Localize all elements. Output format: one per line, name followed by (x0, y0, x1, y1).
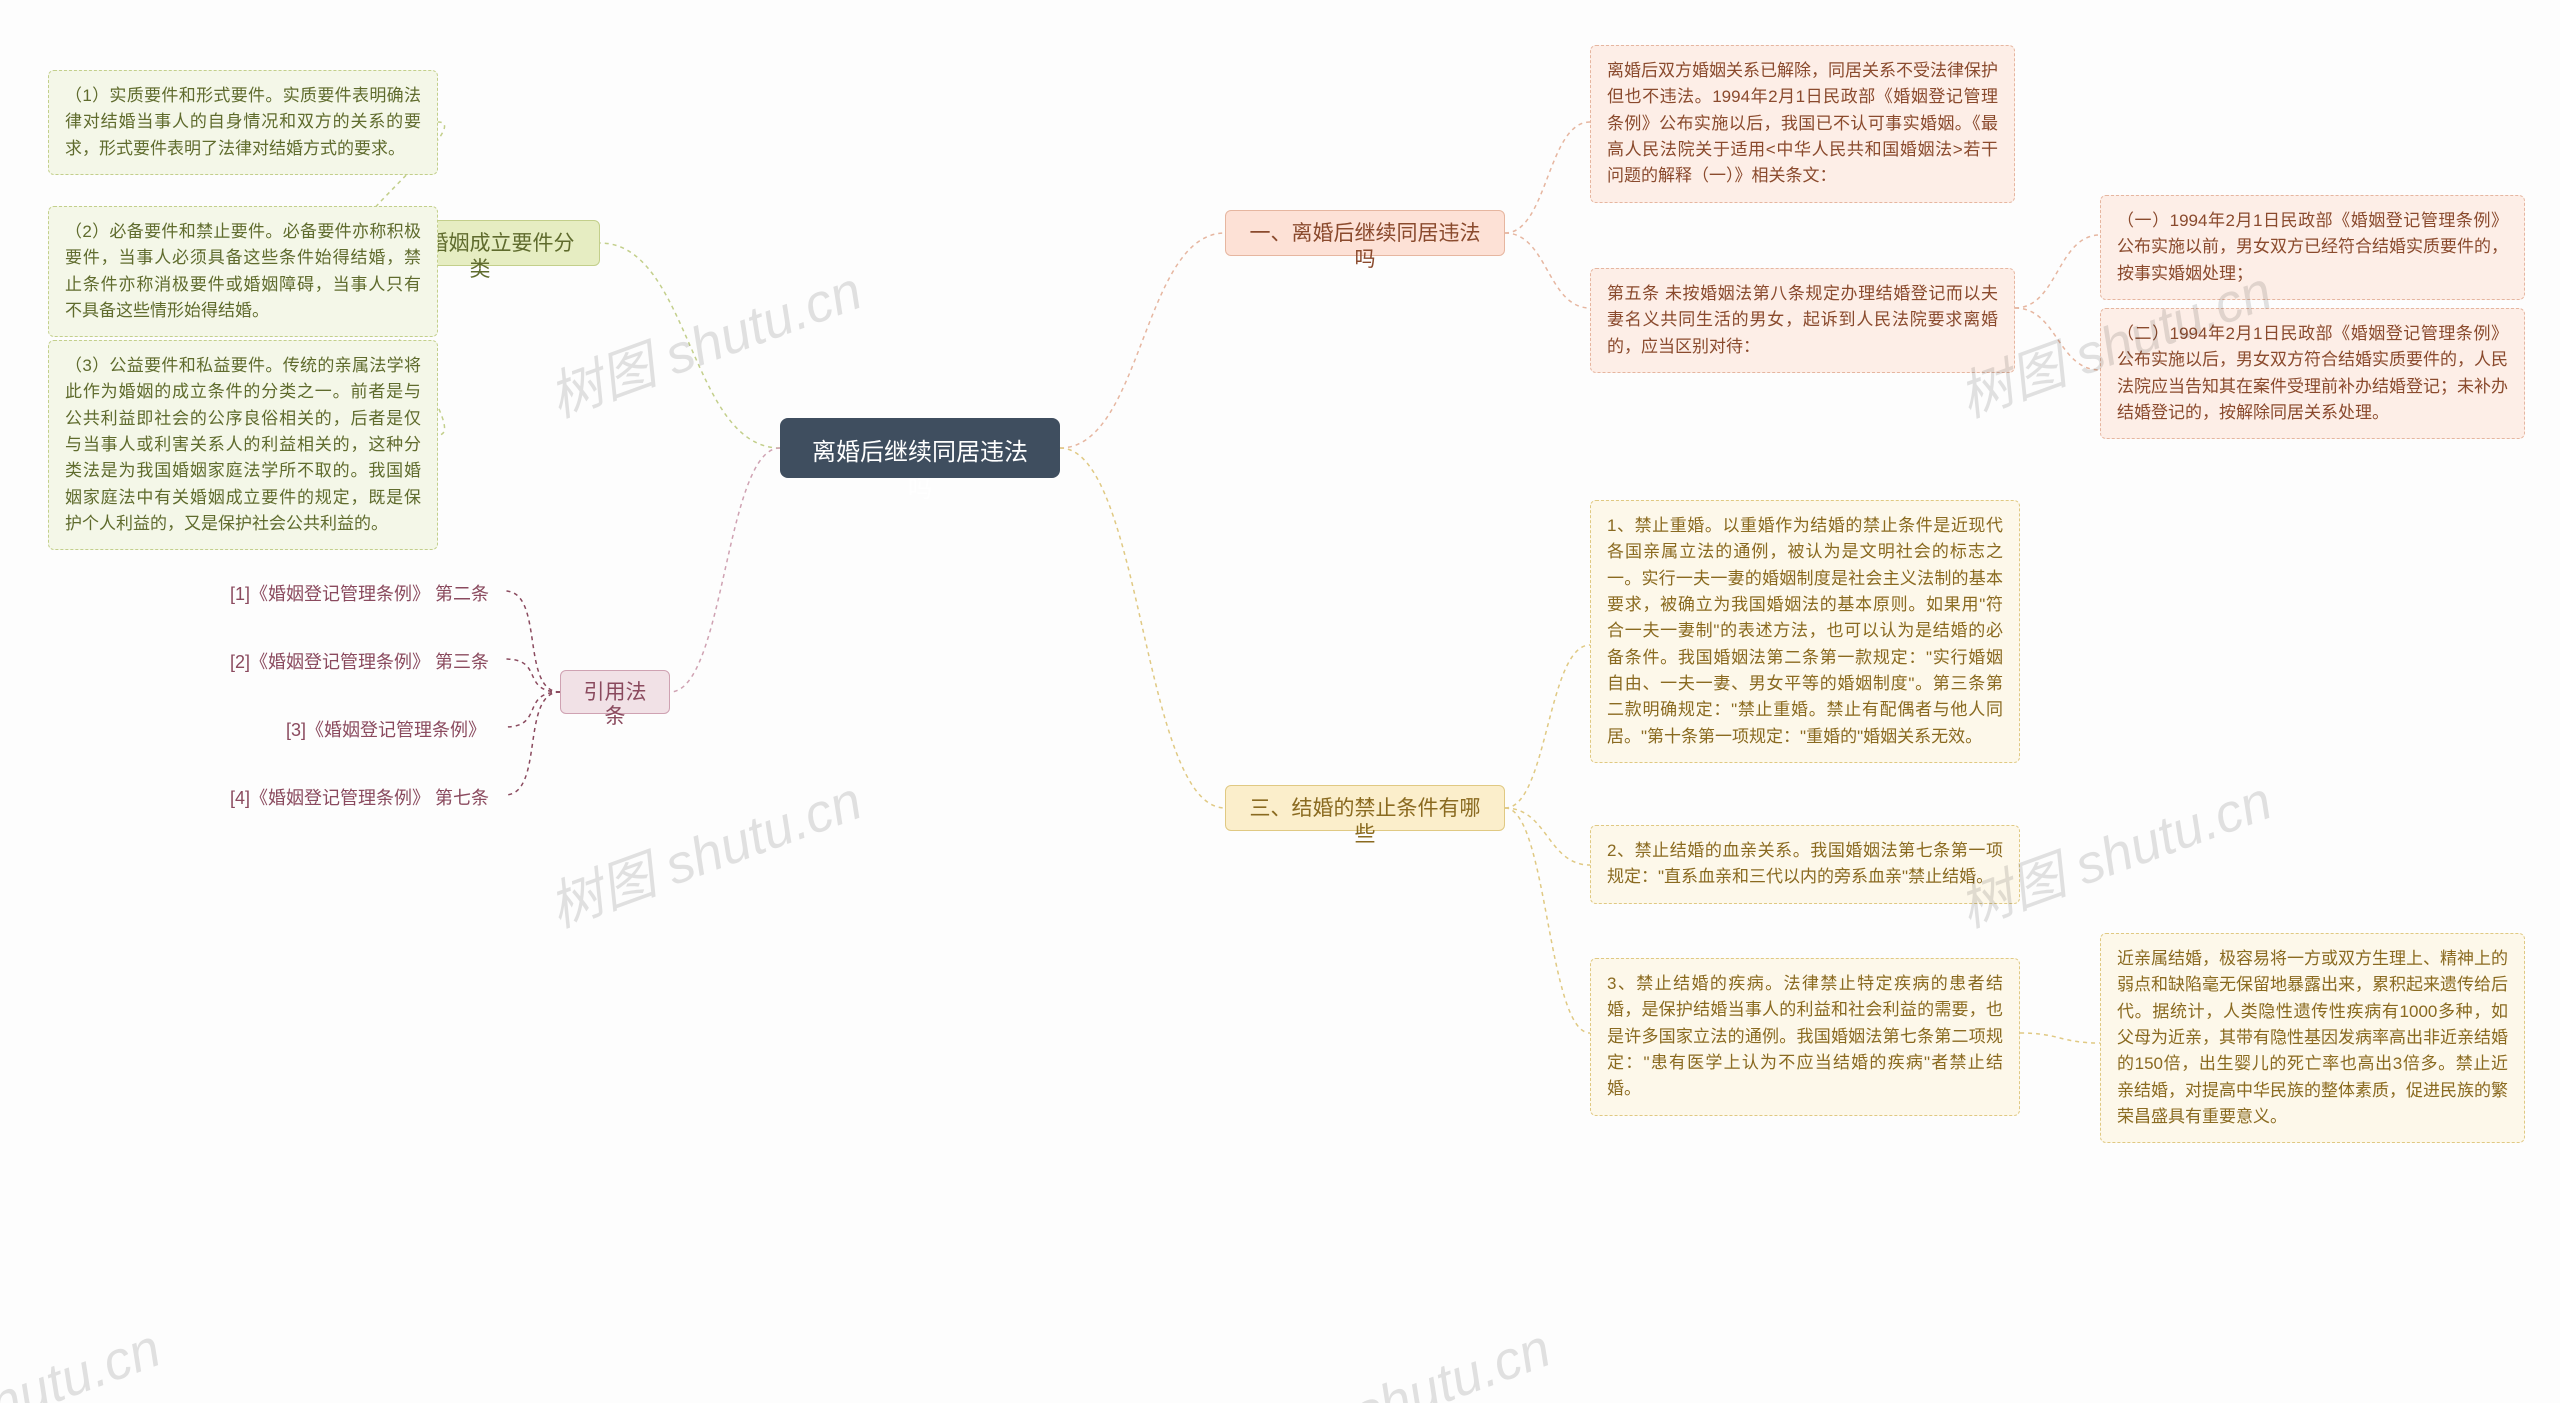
branch-node: 引用法条 (560, 670, 670, 714)
leaf-box: 离婚后双方婚姻关系已解除，同居关系不受法律保护但也不违法。1994年2月1日民政… (1590, 45, 2015, 203)
leaf-box: 近亲属结婚，极容易将一方或双方生理上、精神上的弱点和缺陷毫无保留地暴露出来，累积… (2100, 933, 2525, 1143)
watermark: shutu.cn (1346, 1317, 1559, 1403)
leaf-box: （二）1994年2月1日民政部《婚姻登记管理条例》公布实施以后，男女双方符合结婚… (2100, 308, 2525, 439)
center-node: 离婚后继续同居违法吗 (780, 418, 1060, 478)
leaf-box: 2、禁止结婚的血亲关系。我国婚姻法第七条第一项规定："直系血亲和三代以内的旁系血… (1590, 825, 2020, 904)
branch-node: 一、离婚后继续同居违法吗 (1225, 210, 1505, 256)
leaf-box: 1、禁止重婚。以重婚作为结婚的禁止条件是近现代各国亲属立法的通例，被认为是文明社… (1590, 500, 2020, 763)
branch-node: 三、结婚的禁止条件有哪些 (1225, 785, 1505, 831)
leaf-box: 3、禁止结婚的疾病。法律禁止特定疾病的患者结婚，是保护结婚当事人的利益和社会利益… (1590, 958, 2020, 1116)
watermark: 树图 shutu.cn (536, 756, 870, 942)
watermark: shutu.cn (0, 1317, 169, 1403)
leaf-box: （3）公益要件和私益要件。传统的亲属法学将此作为婚姻的成立条件的分类之一。前者是… (48, 340, 438, 550)
leaf-label: [1]《婚姻登记管理条例》 第二条 (230, 580, 489, 606)
leaf-box: （一）1994年2月1日民政部《婚姻登记管理条例》公布实施以前，男女双方已经符合… (2100, 195, 2525, 300)
leaf-label: [2]《婚姻登记管理条例》 第三条 (230, 648, 489, 674)
watermark: 树图 shutu.cn (536, 246, 870, 432)
leaf-box: （1）实质要件和形式要件。实质要件表明确法律对结婚当事人的自身情况和双方的关系的… (48, 70, 438, 175)
leaf-box: 第五条 未按婚姻法第八条规定办理结婚登记而以夫妻名义共同生活的男女，起诉到人民法… (1590, 268, 2015, 373)
leaf-box: （2）必备要件和禁止要件。必备要件亦称积极要件，当事人必须具备这些条件始得结婚，… (48, 206, 438, 337)
leaf-label: [4]《婚姻登记管理条例》 第七条 (230, 784, 489, 810)
leaf-label: [3]《婚姻登记管理条例》 (286, 716, 486, 742)
